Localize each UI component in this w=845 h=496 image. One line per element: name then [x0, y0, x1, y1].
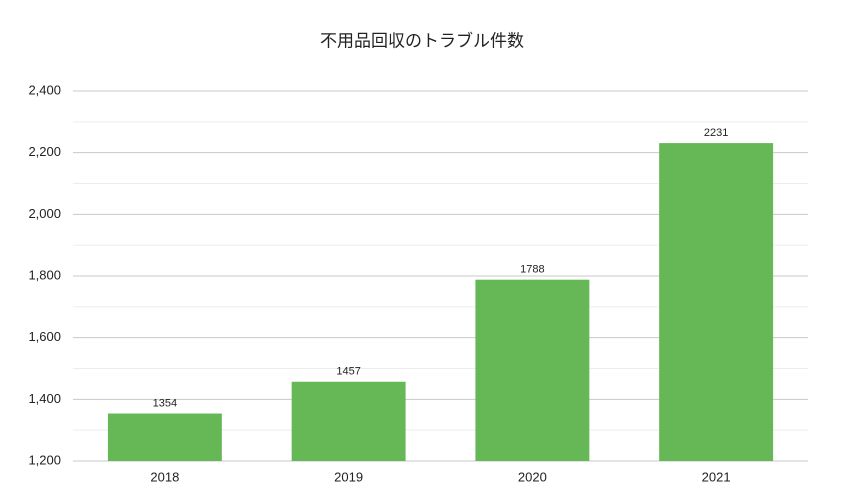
y-tick-label: 2,400 — [28, 82, 61, 97]
y-tick-label: 1,400 — [28, 391, 61, 406]
value-label: 1788 — [520, 264, 544, 276]
y-tick-label: 2,200 — [28, 144, 61, 159]
y-tick-label: 1,800 — [28, 267, 61, 282]
x-tick-label: 2020 — [518, 469, 547, 484]
bar — [659, 143, 774, 461]
bar — [291, 381, 406, 461]
value-label: 1457 — [336, 366, 360, 378]
x-tick-label: 2019 — [334, 469, 363, 484]
value-label: 2231 — [704, 127, 728, 139]
x-tick-label: 2018 — [150, 469, 179, 484]
y-tick-label: 1,600 — [28, 329, 61, 344]
y-tick-label: 2,000 — [28, 206, 61, 221]
value-label: 1354 — [153, 397, 177, 409]
bar — [107, 413, 222, 461]
x-tick-label: 2021 — [702, 469, 731, 484]
chart-title: 不用品回収のトラブル件数 — [320, 30, 524, 50]
y-tick-label: 1,200 — [28, 452, 61, 467]
bar — [475, 279, 590, 461]
